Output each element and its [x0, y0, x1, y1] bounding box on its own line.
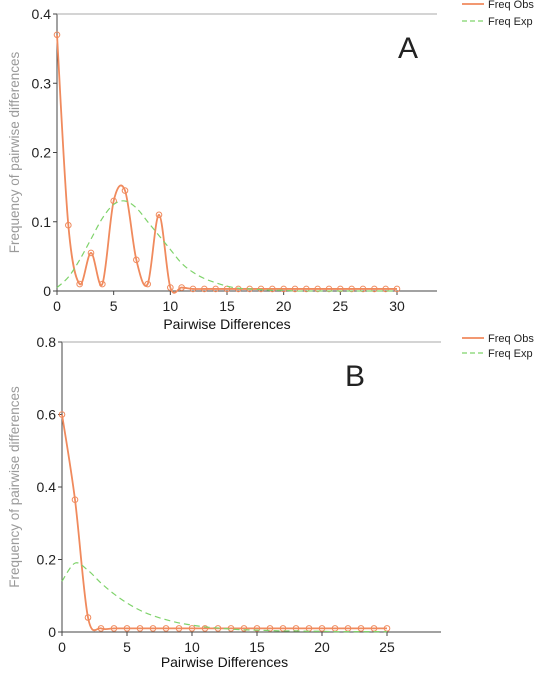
y-tick-label: 0.1 — [32, 214, 52, 230]
x-tick-label: 10 — [163, 298, 179, 314]
x-tick-label: 30 — [389, 298, 405, 314]
x-axis-label: Pairwise Differences — [161, 654, 288, 670]
x-tick-label: 5 — [110, 298, 118, 314]
data-point — [76, 280, 83, 288]
y-tick-label: 0.8 — [37, 334, 57, 350]
data-point — [97, 625, 105, 632]
data-point — [84, 614, 92, 621]
legend-label: Freq Exp — [488, 16, 533, 28]
x-tick-label: 25 — [379, 639, 395, 655]
x-tick-label: 10 — [184, 639, 200, 655]
x-tick-label: 15 — [249, 639, 265, 655]
data-point — [337, 285, 344, 293]
y-tick-label: 0 — [43, 283, 51, 299]
y-tick-label: 0.4 — [37, 479, 57, 495]
y-tick-label: 0.2 — [32, 145, 52, 161]
data-point — [269, 285, 276, 293]
data-point — [149, 625, 157, 632]
x-tick-label: 20 — [314, 639, 330, 655]
data-point — [167, 284, 174, 291]
data-point — [144, 280, 151, 288]
data-point — [175, 625, 183, 632]
data-point — [178, 284, 185, 291]
panel-label: B — [345, 360, 365, 393]
data-point — [223, 285, 231, 293]
data-point — [318, 625, 326, 632]
data-point — [188, 625, 196, 632]
x-tick-label: 25 — [333, 298, 349, 314]
data-point — [71, 496, 79, 503]
data-point — [357, 625, 365, 632]
data-point — [189, 285, 197, 293]
data-point — [393, 285, 401, 293]
x-tick-label: 20 — [276, 298, 292, 314]
data-point — [65, 221, 72, 229]
data-point — [253, 625, 261, 632]
y-tick-label: 0.2 — [37, 552, 57, 568]
data-point — [240, 625, 248, 632]
freq-obs-line — [56, 34, 397, 294]
data-point — [201, 285, 208, 293]
freq-obs-line — [61, 414, 387, 632]
chart-panel-a: 0 0.1 0.2 0.3 0.4 0 5 10 15 20 25 30 Pairwise Differ… — [7, 0, 534, 332]
y-tick-label: 0.6 — [37, 407, 57, 423]
data-point — [121, 187, 129, 194]
data-point — [136, 625, 144, 632]
y-tick-label: 0.4 — [32, 6, 52, 22]
data-point — [348, 285, 355, 293]
data-point — [155, 211, 163, 219]
x-tick-label: 0 — [58, 639, 66, 655]
x-tick-label: 5 — [123, 639, 131, 655]
data-point — [87, 249, 95, 257]
data-point — [325, 285, 333, 293]
legend-label: Freq Exp — [488, 348, 533, 360]
legend-label: Freq Obs — [488, 333, 534, 345]
y-tick-label: 0 — [48, 624, 56, 640]
data-point — [382, 285, 389, 293]
data-point — [371, 285, 378, 293]
data-point — [314, 285, 321, 293]
data-point — [133, 256, 140, 264]
data-point — [279, 625, 287, 632]
data-point — [162, 625, 170, 632]
data-point — [359, 285, 367, 293]
y-axis-label: Frequency of pairwise differences — [7, 51, 22, 253]
legend-label: Freq Obs — [488, 0, 534, 11]
data-point — [303, 285, 310, 293]
x-tick-label: 15 — [219, 298, 235, 314]
x-axis-label: Pairwise Differences — [163, 316, 290, 332]
data-point — [58, 411, 66, 418]
data-point — [110, 625, 118, 632]
data-point — [123, 625, 131, 632]
y-tick-label: 0.3 — [32, 75, 52, 91]
panel-label: A — [398, 32, 418, 65]
data-point — [266, 625, 274, 632]
data-point — [99, 280, 106, 288]
y-axis-label: Frequency of pairwise differences — [7, 386, 22, 588]
freq-exp-line — [61, 562, 387, 633]
freq-exp-line — [56, 200, 397, 292]
data-point — [280, 285, 287, 293]
data-point — [291, 285, 299, 293]
data-point — [212, 285, 219, 293]
data-point — [53, 31, 61, 39]
x-tick-label: 0 — [53, 298, 61, 314]
data-point — [201, 625, 209, 632]
chart-panel-b: 0 0.2 0.4 0.6 0.8 0 5 10 15 20 25 Pairwise Differen… — [7, 333, 534, 670]
